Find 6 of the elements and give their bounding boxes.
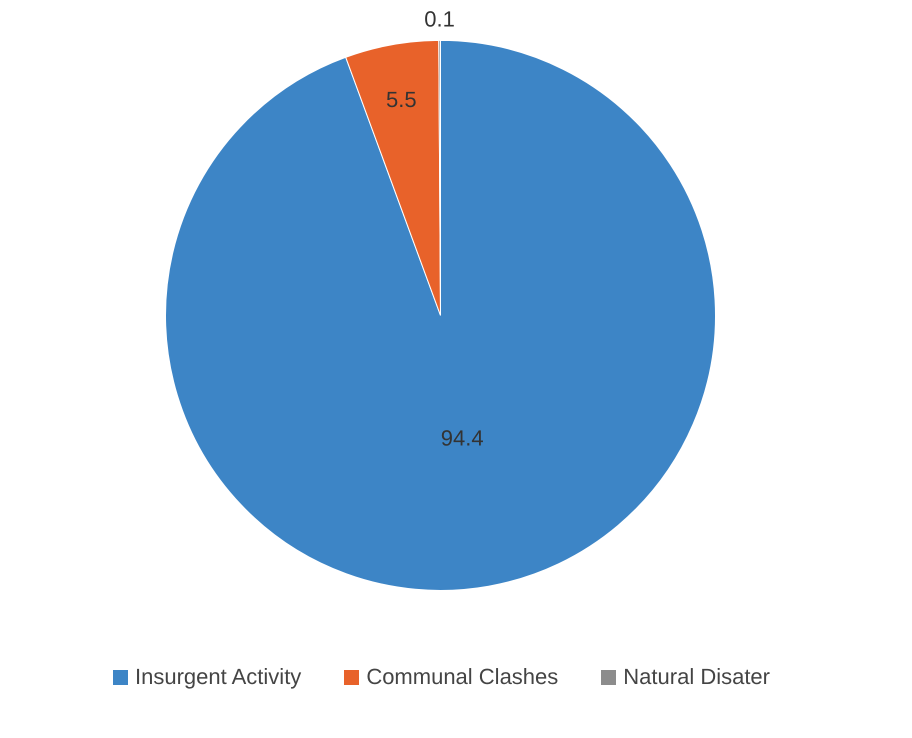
legend-label: Communal Clashes [366,664,558,690]
legend-label: Insurgent Activity [135,664,302,690]
data-label: 94.4 [440,425,484,450]
data-label: 0.1 [424,6,455,32]
legend-label: Natural Disater [623,664,770,690]
data-label: 5.5 [386,86,417,112]
